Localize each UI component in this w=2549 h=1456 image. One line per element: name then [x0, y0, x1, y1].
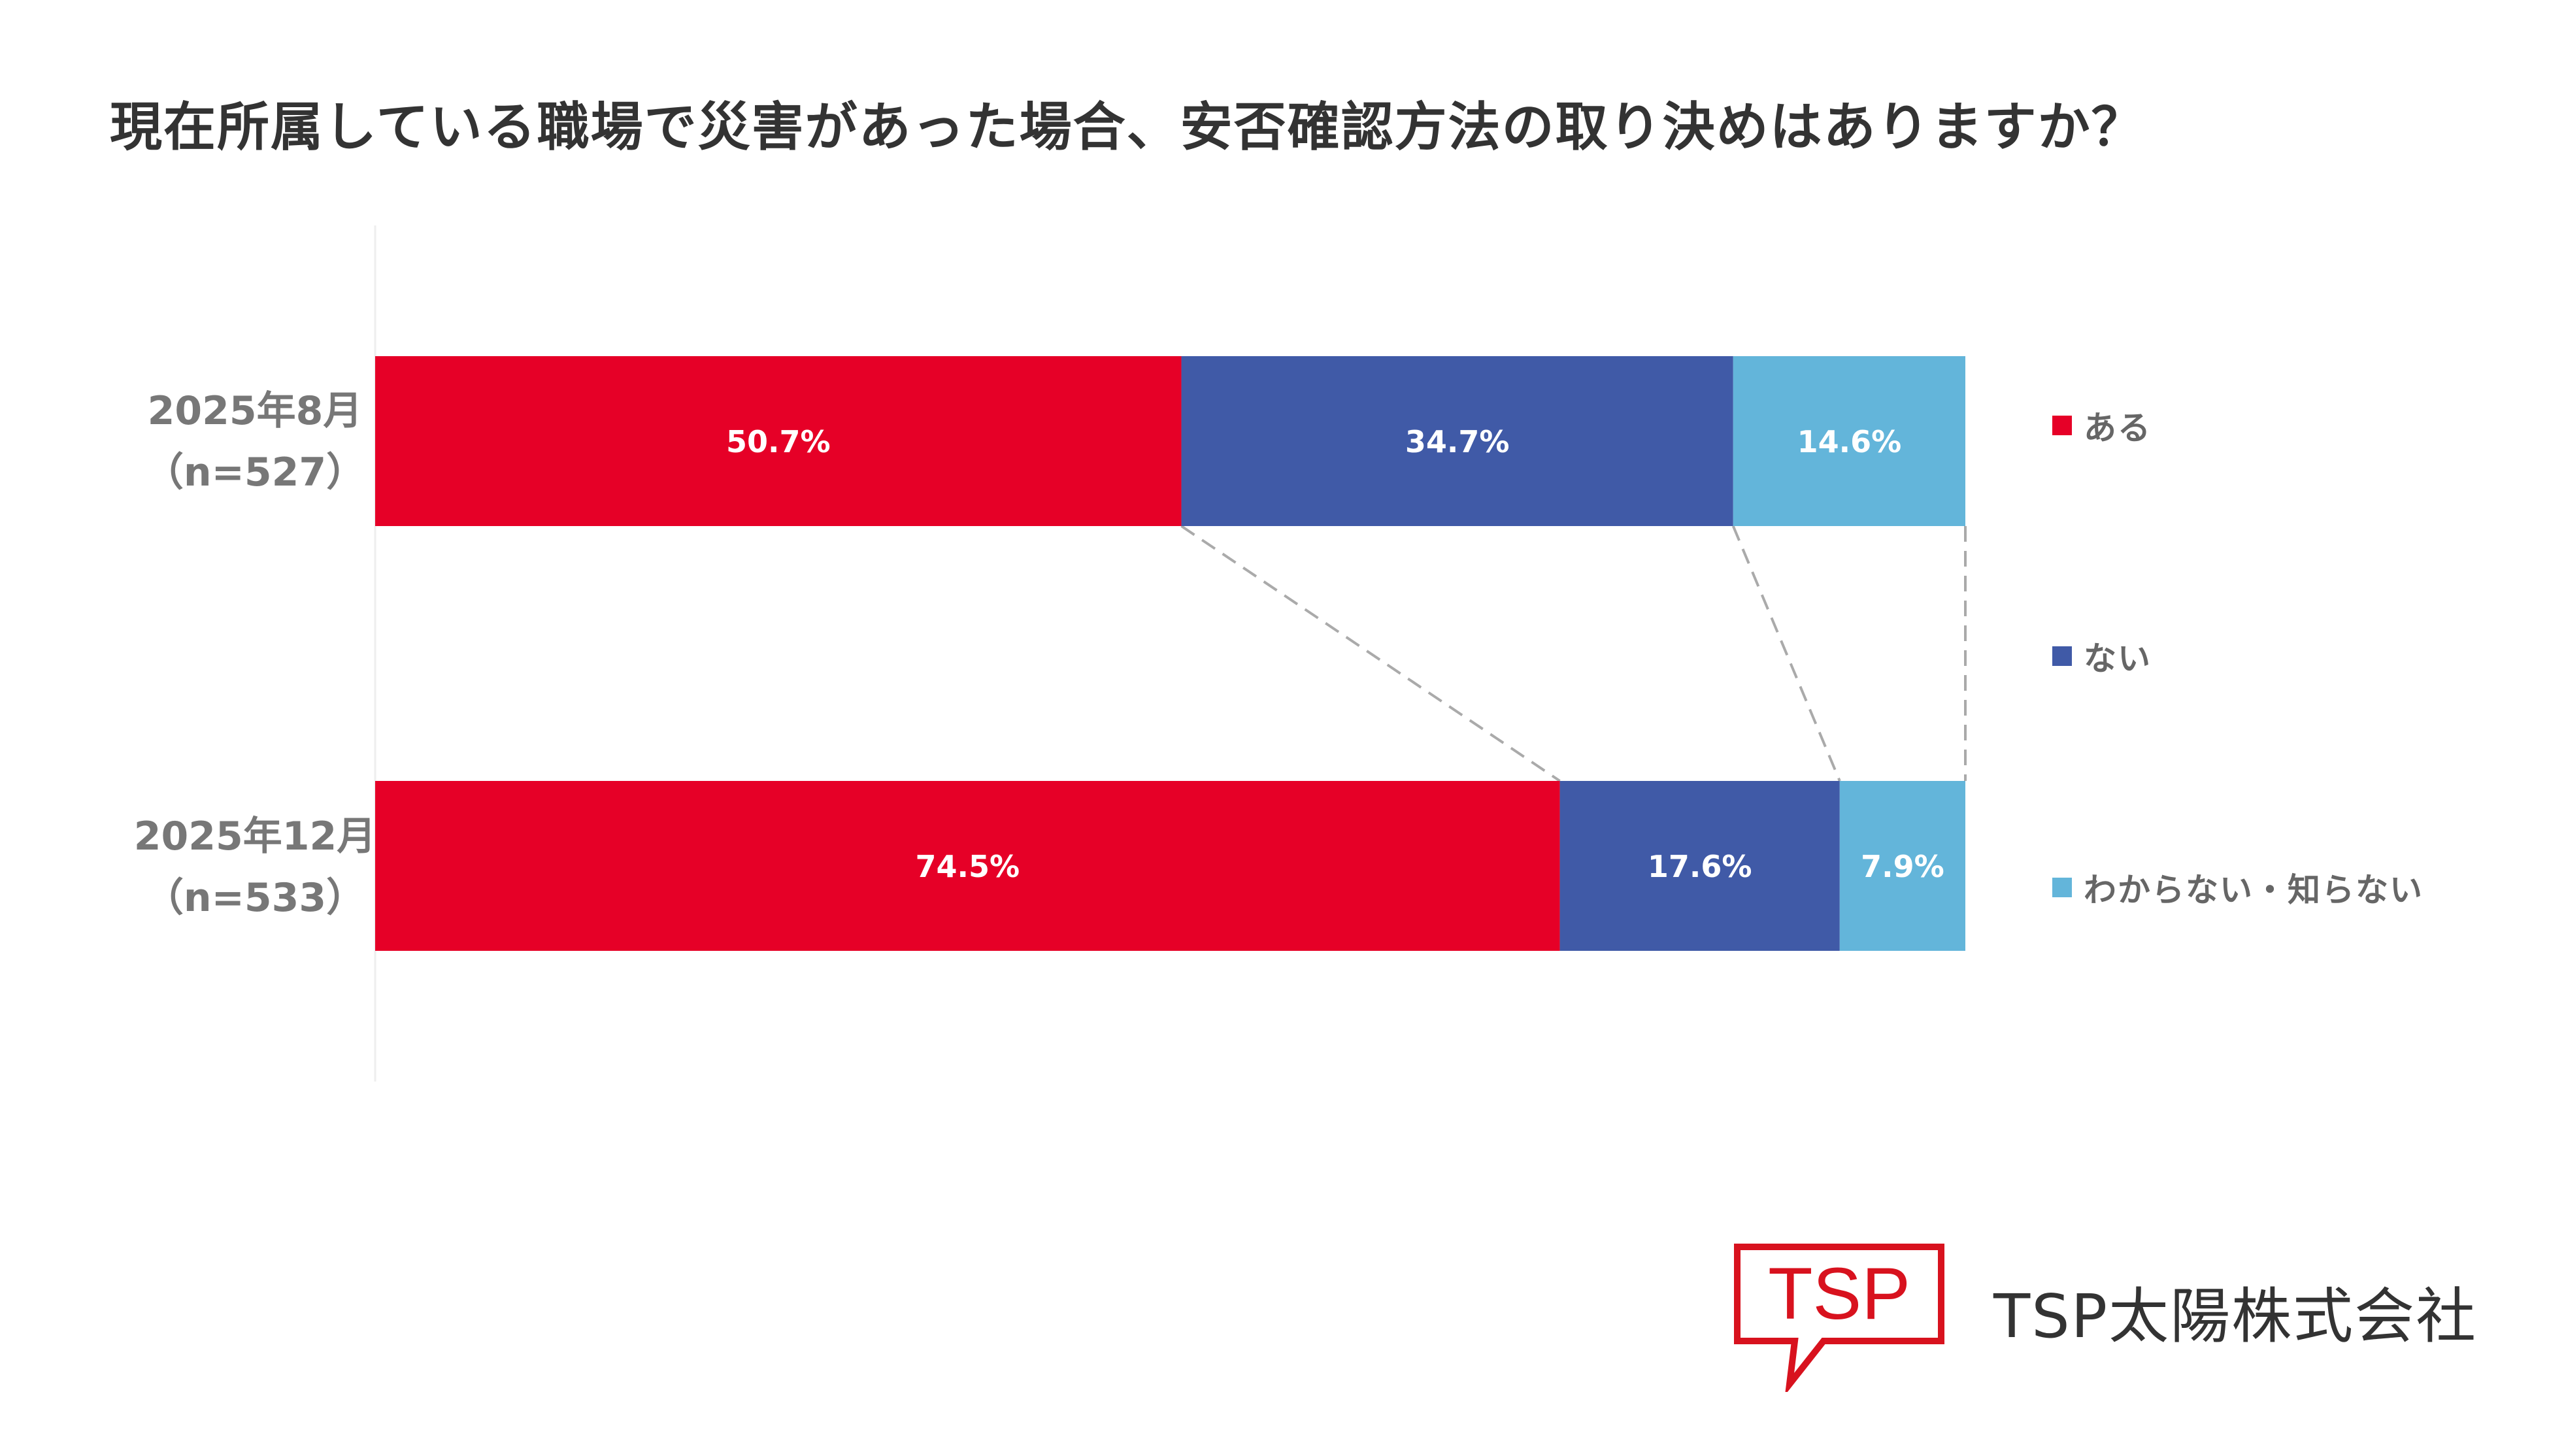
company-name: TSP太陽株式会社: [1993, 1282, 2478, 1351]
bar-segment-1-1: [1559, 781, 1840, 951]
bar-segment-0-0: [375, 356, 1182, 526]
bar-segment-1-0: [375, 781, 1560, 951]
bar-value-label-1-1: 17.6%: [1648, 849, 1752, 884]
legend-label: わからない・知らない: [2084, 871, 2424, 909]
speech-bubble-icon: [1734, 1244, 1944, 1392]
bar-value-label-0-2: 14.6%: [1797, 424, 1902, 459]
legend-swatch: [2052, 646, 2072, 666]
logo-mark-text: TSP: [1768, 1253, 1910, 1334]
bar-value-label-1-2: 7.9%: [1861, 849, 1944, 884]
category-label-1: 2025年12月 （n=533）: [118, 806, 392, 929]
bar-label-group: 50.7% 34.7% 14.6% 74.5% 17.6% 7.9%: [726, 424, 1944, 884]
bar-segment-0-1: [1181, 356, 1733, 526]
bar-segment-0-2: [1733, 356, 1965, 526]
bar-value-label-0-1: 34.7%: [1405, 424, 1510, 459]
bar-value-label-1-0: 74.5%: [915, 849, 1020, 884]
company-logo: TSP: [1734, 1244, 1944, 1392]
bar-segment-1-2: [1839, 781, 1965, 951]
legend-swatch: [2052, 878, 2072, 897]
legend-label: ない: [2084, 640, 2152, 678]
connector-line-1: [1731, 525, 1841, 782]
legend-item-aru: ある: [2052, 402, 2152, 449]
legend-item-nai: ない: [2052, 633, 2152, 680]
category-label-sample: （n=527）: [144, 450, 366, 495]
bar-value-label-0-0: 50.7%: [726, 424, 831, 459]
legend-swatch: [2052, 416, 2072, 435]
category-label-period: 2025年8月: [147, 388, 363, 434]
chart-title: 現在所属している職場で災害があった場合、安否確認方法の取り決めはありますか？: [110, 97, 2145, 157]
legend-item-unknown: わからない・知らない: [2052, 864, 2424, 911]
category-label-sample: （n=533）: [144, 875, 366, 921]
legend-label: ある: [2084, 409, 2152, 447]
connector-lines: [1180, 525, 1967, 782]
bar-group: [375, 356, 1965, 951]
category-label-period: 2025年12月: [133, 814, 376, 859]
category-label-0: 2025年8月 （n=527）: [118, 380, 392, 503]
connector-line-0: [1180, 525, 1561, 782]
